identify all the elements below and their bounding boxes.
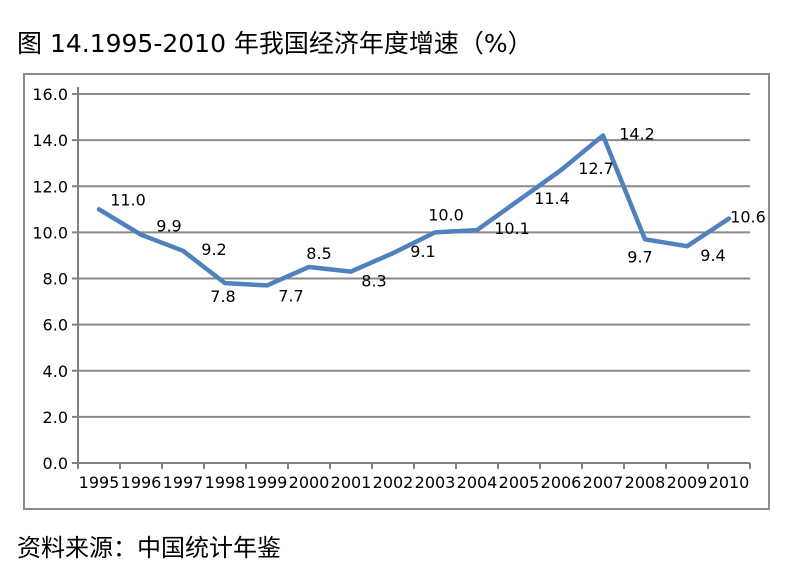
data-label: 7.8: [210, 287, 235, 306]
x-tick-label: 1998: [205, 473, 246, 492]
x-tick-label: 2007: [583, 473, 624, 492]
y-tick-label: 12.0: [32, 177, 68, 196]
x-tick-label: 1995: [79, 473, 120, 492]
x-tick-label: 2002: [373, 473, 414, 492]
data-label: 7.7: [278, 286, 303, 305]
y-tick-label: 6.0: [43, 316, 68, 335]
growth-rate-line: [96, 133, 732, 288]
x-tick-label: 2000: [289, 473, 330, 492]
data-label: 10.6: [730, 208, 766, 227]
data-label: 8.5: [306, 244, 331, 263]
line-chart: 0.0 2.0 4.0 6.0 8.0 10.0 12.0 14.0 16.0 1995 1996 1…: [23, 73, 770, 510]
y-tick-label: 0.0: [43, 454, 68, 473]
chart-frame: [23, 73, 770, 510]
data-label: 9.2: [201, 240, 226, 259]
data-label: 14.2: [619, 125, 655, 144]
x-tick-label: 2009: [667, 473, 708, 492]
y-tick-label: 16.0: [32, 85, 68, 104]
data-label: 10.1: [494, 219, 530, 238]
x-tick-label: 2008: [625, 473, 666, 492]
x-tick-label: 1997: [163, 473, 204, 492]
data-label: 9.9: [156, 217, 181, 236]
data-label: 9.7: [627, 247, 652, 266]
y-tick-label: 8.0: [43, 270, 68, 289]
data-label: 10.0: [428, 205, 464, 224]
y-tick-label: 10.0: [32, 223, 68, 242]
chart-title: 图 14.1995-2010 年我国经济年度增速（%）: [17, 29, 533, 58]
source-caption: 资料来源：中国统计年鉴: [17, 534, 281, 562]
x-tick-label: 2003: [415, 473, 456, 492]
x-tick-label: 2005: [499, 473, 540, 492]
data-label: 12.7: [578, 159, 614, 178]
y-tick-label: 2.0: [43, 408, 68, 427]
data-label: 11.0: [110, 190, 146, 209]
x-tick-label: 1996: [121, 473, 162, 492]
data-label: 9.4: [700, 246, 725, 265]
y-tick-label: 14.0: [32, 131, 68, 150]
x-tick-label: 2004: [457, 473, 498, 492]
y-tick-label: 4.0: [43, 362, 68, 381]
data-label: 11.4: [534, 189, 570, 208]
data-label: 8.3: [361, 272, 386, 291]
data-label: 9.1: [410, 242, 435, 261]
x-tick-label: 1999: [247, 473, 288, 492]
x-tick-label: 2010: [709, 473, 750, 492]
x-tick-label: 2006: [541, 473, 582, 492]
x-tick-label: 2001: [331, 473, 372, 492]
